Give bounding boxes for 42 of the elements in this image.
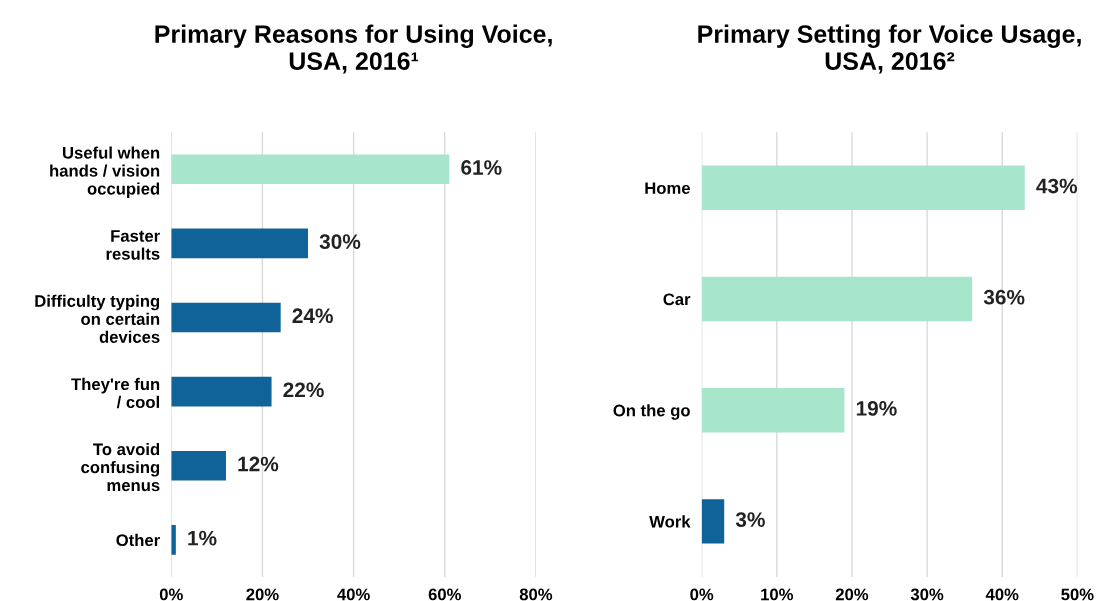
data-label: 12% (238, 456, 279, 472)
x-tick-label: 40% (337, 588, 370, 601)
data-label: 3% (735, 512, 765, 527)
y-tick-label: They're fun / cool (71, 377, 160, 409)
x-tick-label: 0% (159, 588, 183, 601)
bar (701, 499, 725, 544)
data-label: 24% (292, 308, 333, 324)
bar (701, 165, 1025, 211)
y-tick-label: Difficulty typing on certain devices (35, 294, 160, 343)
data-label: 36% (983, 289, 1025, 305)
y-tick-label: Other (116, 533, 160, 547)
data-label: 19% (856, 401, 897, 416)
x-tick-label: 0% (690, 588, 714, 601)
bar (171, 302, 281, 333)
y-tick-label: Useful when hands / vision occupied (50, 146, 160, 198)
bar (701, 387, 845, 433)
bar (171, 228, 309, 259)
y-tick-label: Faster results (106, 230, 160, 260)
x-tick-label: 10% (761, 588, 794, 601)
x-tick-label: 60% (428, 588, 461, 601)
y-tick-label: On the go (613, 404, 690, 420)
y-tick-label: To avoid confusing menus (81, 442, 160, 492)
x-tick-label: 20% (835, 588, 869, 601)
x-tick-label: 50% (1061, 588, 1094, 601)
chart-title: Primary Setting for Voice Usage, USA, 2016² (698, 24, 1081, 74)
data-label: 22% (283, 382, 324, 398)
bar (701, 276, 973, 322)
bar (171, 450, 226, 481)
y-tick-label: Car (663, 293, 691, 306)
x-tick-label: 20% (246, 588, 279, 601)
data-label: 61% (461, 160, 502, 175)
y-tick-label: Work (649, 515, 691, 528)
x-tick-label: 30% (910, 588, 944, 601)
bar (171, 154, 450, 185)
data-label: 30% (319, 234, 361, 250)
data-label: 1% (188, 530, 217, 546)
bar (171, 376, 272, 407)
chart-title: Primary Reasons for Using Voice, USA, 2016¹ (155, 24, 552, 74)
x-tick-label: 40% (985, 588, 1019, 601)
data-label: 43% (1036, 178, 1078, 194)
x-tick-label: 80% (519, 588, 553, 601)
y-tick-label: Home (645, 182, 690, 195)
